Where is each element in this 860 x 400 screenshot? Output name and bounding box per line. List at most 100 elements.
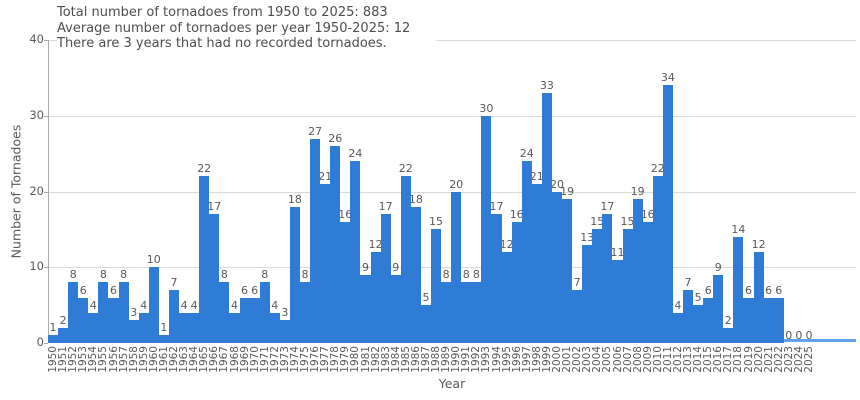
bar-value-label: 16 xyxy=(509,207,524,221)
bar-value-label: 2 xyxy=(724,313,732,327)
bar-1954 xyxy=(88,312,98,343)
bar-1970 xyxy=(250,297,260,344)
bar-1973 xyxy=(280,320,290,343)
bar-value-label: 26 xyxy=(328,132,343,145)
bar-1950 xyxy=(48,335,58,343)
bar-1963 xyxy=(179,312,189,343)
bar-value-label: 12 xyxy=(751,238,766,252)
bar-1955 xyxy=(98,282,108,343)
bar-value-label: 1 xyxy=(160,321,168,335)
y-tick-label: 30 xyxy=(29,108,44,122)
bar-1998 xyxy=(532,183,542,343)
bar-value-label: 8 xyxy=(120,268,128,282)
bar-value-label: 5 xyxy=(422,291,430,305)
bar-value-label: 8 xyxy=(99,268,107,282)
bar-1957 xyxy=(119,282,129,343)
bar-2021 xyxy=(764,297,774,344)
bar-1960 xyxy=(149,267,159,344)
bar-1953 xyxy=(78,297,88,344)
bar-value-label: 14 xyxy=(731,222,746,236)
bar-1987 xyxy=(421,305,431,343)
bar-value-label: 8 xyxy=(462,268,470,282)
bar-1979 xyxy=(340,221,350,343)
bar-value-label: 24 xyxy=(348,147,363,161)
y-tick-mark xyxy=(44,267,48,268)
annotation-total: Total number of tornadoes from 1950 to 2… xyxy=(57,5,388,20)
bar-2002 xyxy=(572,290,582,343)
bar-value-label: 7 xyxy=(170,276,178,289)
annotation-average: Average number of tornadoes per year 195… xyxy=(57,20,411,36)
bar-2005 xyxy=(602,214,612,343)
bar-value-label: 20 xyxy=(449,177,464,191)
gridline xyxy=(48,116,856,117)
bar-1966 xyxy=(209,214,219,343)
bar-value-label: 34 xyxy=(660,71,675,85)
bar-1980 xyxy=(350,161,360,343)
bar-value-label: 15 xyxy=(620,215,635,229)
bar-value-label: 19 xyxy=(560,185,575,199)
bar-value-label: 17 xyxy=(207,200,222,214)
bar-value-label: 6 xyxy=(241,283,248,297)
bar-value-label: 7 xyxy=(573,276,581,289)
bar-value-label: 16 xyxy=(640,207,655,221)
bar-value-label: 3 xyxy=(281,306,289,320)
bar-1983 xyxy=(381,214,391,343)
bar-value-label: 20 xyxy=(550,177,564,191)
bar-value-label: 0 xyxy=(795,329,803,342)
bar-value-label: 1 xyxy=(49,321,57,335)
bar-1956 xyxy=(108,297,119,344)
y-tick-mark xyxy=(44,343,48,344)
bar-value-label: 9 xyxy=(392,260,400,274)
bar-1951 xyxy=(58,327,68,344)
bar-value-label: 3 xyxy=(130,306,138,320)
bar-1984 xyxy=(391,274,401,343)
bar-2007 xyxy=(623,229,633,343)
bar-1986 xyxy=(411,206,421,343)
bar-value-label: 4 xyxy=(180,298,188,312)
bar-2018 xyxy=(733,236,743,343)
bar-1978 xyxy=(330,146,340,343)
bar-value-label: 15 xyxy=(590,215,605,229)
bar-1959 xyxy=(139,312,149,343)
bar-value-label: 7 xyxy=(684,276,692,289)
bar-2020 xyxy=(754,252,764,343)
bar-1989 xyxy=(441,282,451,343)
bar-value-label: 12 xyxy=(368,238,383,252)
bar-2004 xyxy=(592,229,602,343)
bar-value-label: 8 xyxy=(69,268,77,282)
bar-1975 xyxy=(300,282,310,343)
bar-value-label: 6 xyxy=(704,283,712,297)
y-tick-label: 20 xyxy=(29,184,44,198)
x-axis-title: Year xyxy=(438,376,466,391)
bar-value-label: 17 xyxy=(378,200,393,214)
bar-value-label: 4 xyxy=(271,298,279,312)
bar-1985 xyxy=(401,176,411,343)
gridline xyxy=(48,40,856,41)
bar-1995 xyxy=(502,252,512,343)
bar-value-label: 4 xyxy=(89,298,97,312)
y-tick-mark xyxy=(44,192,48,193)
bar-1996 xyxy=(512,221,522,343)
bar-1972 xyxy=(270,312,280,343)
y-tick-label: 0 xyxy=(36,335,44,349)
bar-1964 xyxy=(189,312,199,343)
bar-value-label: 0 xyxy=(785,329,793,342)
bar-2011 xyxy=(663,85,673,343)
bar-2012 xyxy=(673,312,683,343)
bar-1990 xyxy=(451,191,461,343)
bar-value-label: 16 xyxy=(338,207,353,221)
bar-value-label: 33 xyxy=(539,79,554,92)
bar-value-label: 8 xyxy=(261,268,269,282)
bar-value-label: 10 xyxy=(146,253,161,267)
bar-value-label: 18 xyxy=(287,192,302,206)
bar-value-label: 22 xyxy=(650,162,665,176)
bar-value-label: 12 xyxy=(499,238,514,252)
bar-2009 xyxy=(643,221,653,343)
bar-1967 xyxy=(219,282,229,343)
bar-2019 xyxy=(743,297,754,344)
bar-value-label: 11 xyxy=(610,245,625,259)
bar-value-label: 4 xyxy=(674,298,682,312)
annotation-zero-years: There are 3 years that had no recorded t… xyxy=(57,36,387,51)
y-tick-mark xyxy=(44,40,48,41)
chart-annotation-block: Total number of tornadoes from 1950 to 2… xyxy=(57,5,437,55)
